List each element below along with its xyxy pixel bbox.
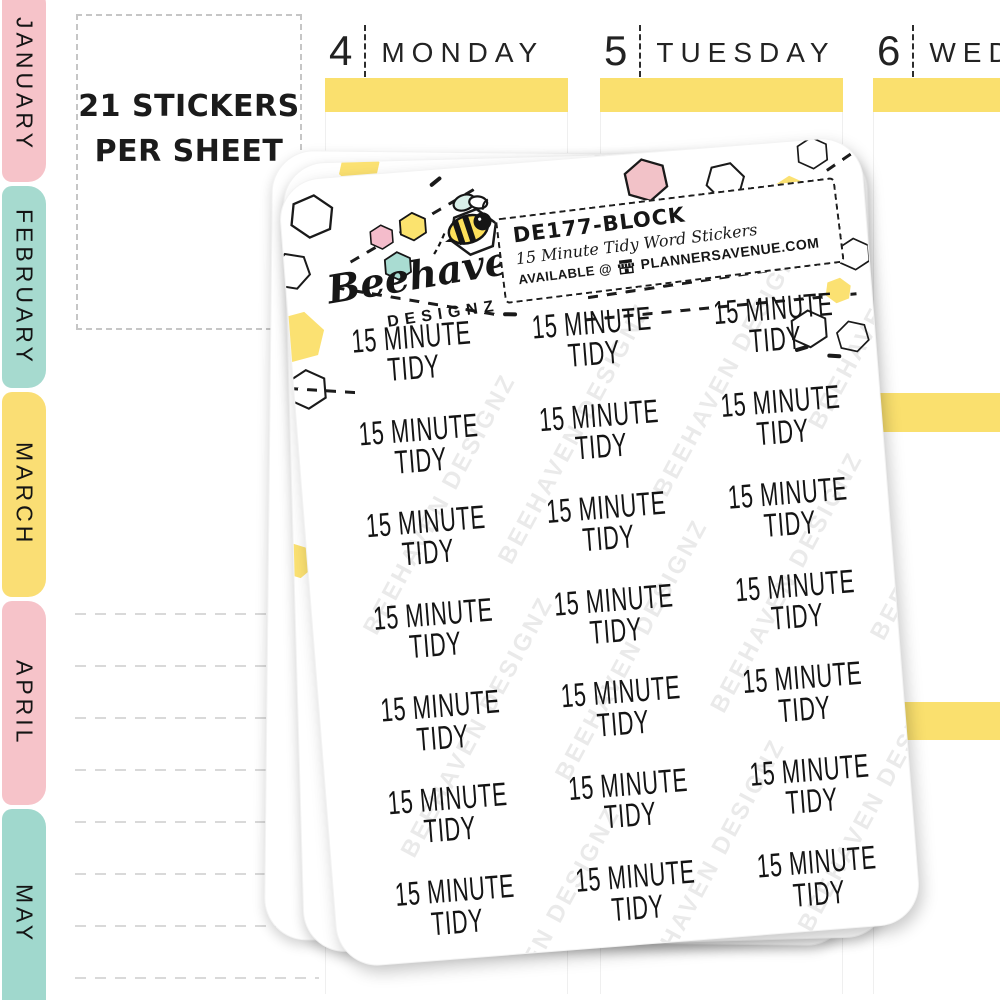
sticker-grid: 15 MINUTE TIDY 15 MINUTE TIDY 15 MINUTE TIDY 1… (318, 275, 877, 959)
sticker-15-minute-tidy: 15 MINUTE TIDY (560, 668, 684, 743)
month-tab-april: APRIL (2, 601, 46, 805)
sticker-15-minute-tidy: 15 MINUTE TIDY (379, 683, 503, 758)
sticker-15-minute-tidy: 15 MINUTE TIDY (386, 775, 511, 850)
ruling-line (75, 925, 319, 927)
sticker-15-minute-tidy: 15 MINUTE TIDY (726, 470, 850, 545)
sticker-count-line2: PER SHEET (94, 134, 284, 169)
logo-hexagon-teal (382, 250, 414, 282)
sticker-15-minute-tidy: 15 MINUTE TIDY (712, 285, 836, 360)
sticker-15-minute-tidy: 15 MINUTE TIDY (741, 654, 865, 729)
month-tab-may: MAY (2, 809, 46, 1000)
dash-mark (428, 175, 442, 188)
sticker-15-minute-tidy: 15 MINUTE TIDY (531, 299, 655, 374)
sticker-15-minute-tidy: 15 MINUTE TIDY (553, 576, 677, 651)
sticker-15-minute-tidy: 15 MINUTE TIDY (755, 839, 880, 914)
hexagon-icon (794, 135, 831, 171)
ruling-line (75, 613, 319, 615)
sticker-15-minute-tidy: 15 MINUTE TIDY (719, 377, 843, 452)
month-tab-label: APRIL (11, 659, 38, 747)
highlight-bar (324, 78, 568, 112)
month-tab-label: MARCH (11, 442, 38, 547)
day-separator (639, 25, 642, 77)
day-number: 6 (877, 27, 901, 74)
day-name: MONDAY (381, 37, 545, 68)
sticker-sheet: BEEHAVEN DESIGNZ BEEHAVEN DESIGNZ BEEHAVEN… (276, 135, 923, 969)
sticker-15-minute-tidy: 15 MINUTE TIDY (574, 853, 699, 928)
hexagon-icon (276, 246, 317, 297)
sticker-15-minute-tidy: 15 MINUTE TIDY (357, 406, 482, 481)
sticker-15-minute-tidy: 15 MINUTE TIDY (394, 867, 518, 942)
ruling-line (75, 821, 319, 823)
dashed-line (825, 146, 861, 172)
sticker-count-line1: 21 STICKERS (78, 89, 300, 124)
availability-row: AVAILABLE @ PLANNERSAVENUE.COM (517, 233, 831, 287)
sticker-15-minute-tidy: 15 MINUTE TIDY (372, 590, 496, 665)
highlight-bar (599, 78, 843, 112)
sticker-15-minute-tidy: 15 MINUTE TIDY (365, 498, 489, 573)
sticker-count-text: 21 STICKERS PER SHEET (78, 84, 300, 174)
month-tab-label: MAY (11, 883, 38, 945)
day-separator (912, 25, 915, 77)
day-header-wednesday: 6 WEDNESDAY (873, 22, 1000, 80)
day-name: WEDNESDAY (929, 37, 1000, 68)
ruling-line (75, 665, 319, 667)
bee-icon (433, 193, 492, 255)
day-number: 4 (329, 27, 353, 74)
month-tab-january: JANUARY (2, 0, 46, 182)
logo-hexagon-pink (368, 223, 396, 251)
sticker-15-minute-tidy: 15 MINUTE TIDY (350, 313, 474, 388)
month-tab-february: FEBRUARY (2, 186, 46, 388)
sticker-15-minute-tidy: 15 MINUTE TIDY (545, 484, 670, 559)
hexagon-icon (788, 307, 831, 350)
dash-mark (827, 353, 842, 358)
sticker-count-box: 21 STICKERS PER SHEET (76, 14, 302, 330)
highlight-bar (872, 78, 1000, 112)
storefront-icon (617, 258, 635, 275)
ruling-line (75, 769, 319, 771)
ruling-line (75, 873, 319, 875)
highlight-strip (873, 393, 1000, 432)
day-number: 5 (604, 27, 628, 74)
logo-hexagon-yellow (397, 211, 429, 243)
hexagon-icon (823, 275, 854, 306)
ruling-line (75, 717, 319, 719)
month-tab-label: FEBRUARY (11, 208, 38, 366)
sticker-15-minute-tidy: 15 MINUTE TIDY (748, 746, 872, 821)
ruling-line (75, 977, 319, 979)
day-header-monday: 4 MONDAY (325, 22, 568, 80)
sticker-15-minute-tidy: 15 MINUTE TIDY (734, 562, 858, 637)
brand-logo: Beehaven DESIGNZ (320, 186, 542, 357)
hexagon-icon (287, 191, 337, 241)
month-tab-label: JANUARY (11, 16, 38, 152)
hexagon-icon (832, 315, 874, 357)
day-header-tuesday: 5 TUESDAY (600, 22, 843, 80)
sticker-15-minute-tidy: 15 MINUTE TIDY (538, 391, 662, 466)
day-name: TUESDAY (656, 37, 836, 68)
sticker-15-minute-tidy: 15 MINUTE TIDY (567, 761, 691, 836)
month-tab-march: MARCH (2, 392, 46, 597)
product-label: DE177-BLOCK 15 Minute Tidy Word Stickers… (494, 177, 845, 305)
day-separator (364, 25, 367, 77)
